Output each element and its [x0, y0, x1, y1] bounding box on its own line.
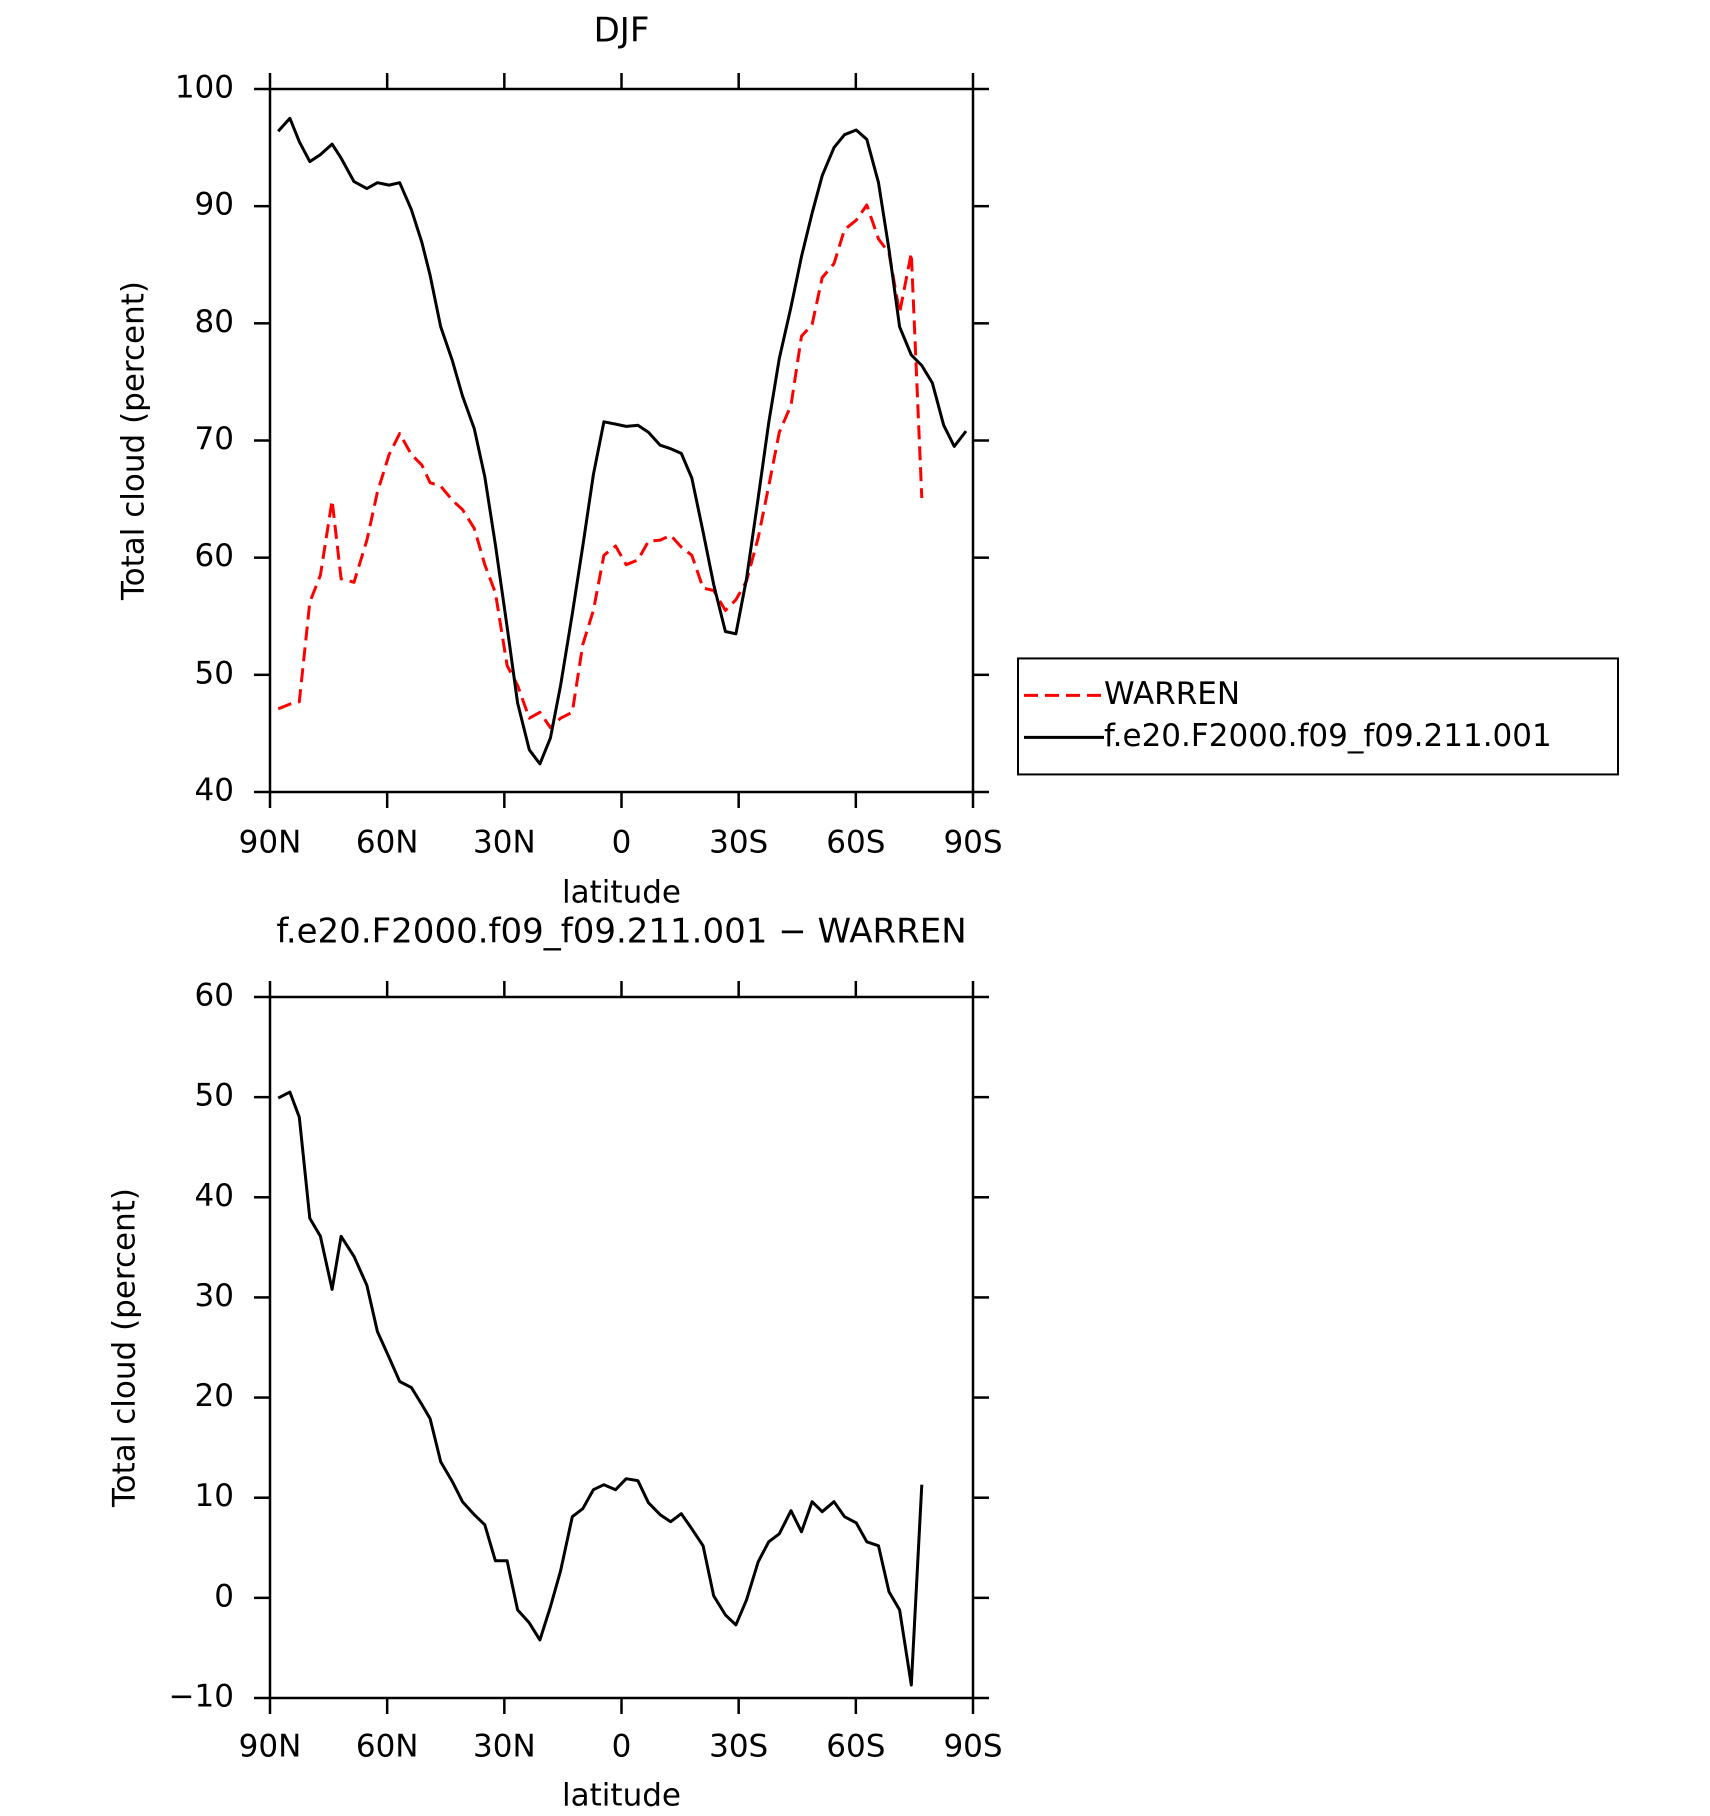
x-tick-label: 60N [356, 1729, 419, 1765]
y-tick-label: 70 [195, 421, 234, 457]
y-tick-label: 30 [195, 1278, 234, 1314]
x-axis-label: latitude [562, 1778, 681, 1814]
y-tick-label: 60 [195, 978, 234, 1014]
y-tick-label: 20 [195, 1378, 234, 1414]
plot-frame [268, 995, 975, 1700]
y-tick-label: 90 [195, 187, 234, 223]
y-tick-label: 0 [214, 1578, 234, 1614]
y-tick-label: 80 [195, 304, 234, 340]
y-axis-label: Total cloud (percent) [116, 281, 152, 601]
chart-title: f.e20.F2000.f09_f09.211.001 − WARREN [276, 912, 966, 952]
data-line [277, 1090, 924, 1687]
y-tick-label: 10 [195, 1478, 234, 1514]
x-axis-label: latitude [562, 875, 681, 911]
x-tick-label: 60N [356, 825, 419, 861]
y-tick-label: 40 [195, 1178, 234, 1214]
legend-box [1017, 657, 1619, 776]
x-tick-label: 60S [826, 825, 885, 861]
y-tick-label: 50 [195, 1078, 234, 1114]
y-tick-label: 100 [175, 70, 234, 106]
x-tick-label: 30S [709, 825, 768, 861]
x-tick-label: 0 [612, 825, 632, 861]
x-tick-label: 30N [473, 1729, 536, 1765]
x-tick-label: 90N [239, 825, 302, 861]
x-tick-label: 90S [943, 825, 1002, 861]
x-tick-label: 30N [473, 825, 536, 861]
y-tick-label: 50 [195, 655, 234, 691]
x-tick-label: 90N [239, 1729, 302, 1765]
chart-title: DJF [594, 11, 650, 51]
x-tick-label: 30S [709, 1729, 768, 1765]
x-tick-label: 0 [612, 1729, 632, 1765]
y-axis-label: Total cloud (percent) [107, 1188, 143, 1508]
y-tick-label: 40 [195, 773, 234, 809]
data-line [277, 203, 924, 730]
legend-label: f.e20.F2000.f09_f09.211.001 [1104, 718, 1552, 754]
data-line [277, 116, 968, 766]
plot-frame [268, 87, 975, 794]
legend-label: WARREN [1104, 676, 1240, 712]
x-tick-label: 60S [826, 1729, 885, 1765]
x-tick-label: 90S [943, 1729, 1002, 1765]
y-tick-label: 60 [195, 538, 234, 574]
y-tick-label: −10 [169, 1679, 234, 1715]
